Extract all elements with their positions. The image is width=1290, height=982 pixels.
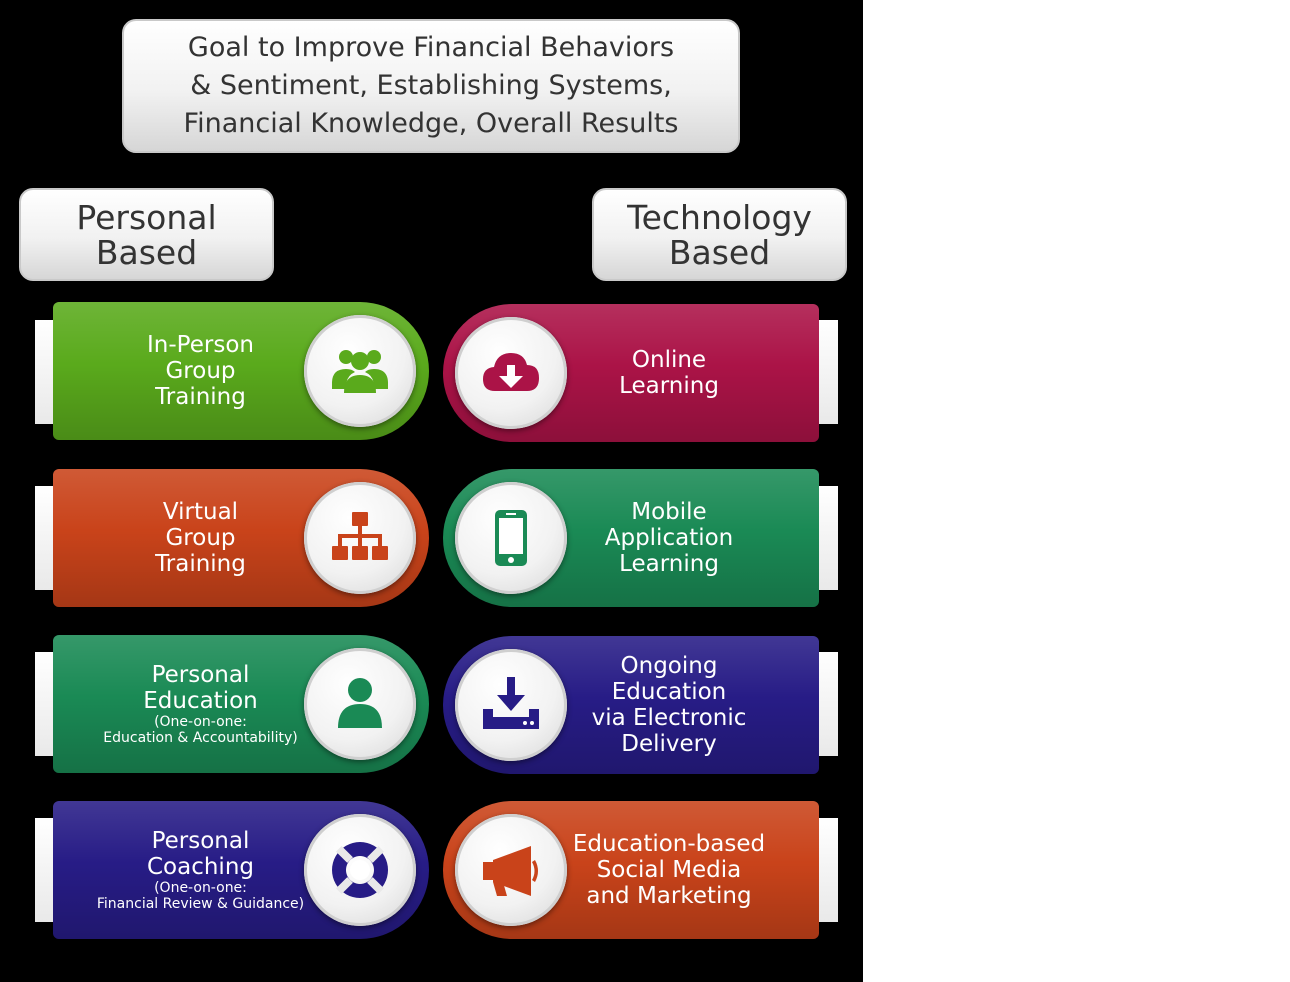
personal-item-label: In-Person Group Training	[78, 302, 323, 440]
network-icon	[304, 482, 416, 594]
item-title: Virtual Group Training	[155, 499, 246, 577]
person-icon	[304, 648, 416, 760]
group-icon	[304, 315, 416, 427]
item-title: Mobile Application Learning	[604, 499, 734, 577]
item-title: Personal Coaching	[146, 828, 254, 880]
goal-line-3: Financial Knowledge, Overall Results	[183, 108, 679, 139]
infographic-canvas: Goal to Improve Financial Behaviors & Se…	[0, 0, 863, 982]
inbox-download-icon	[455, 649, 567, 761]
item-title: In-Person Group Training	[147, 332, 254, 410]
item-subtitle: (One-on-one: Education & Accountability)	[103, 714, 298, 746]
technology-item-label: Education-based Social Media and Marketi…	[570, 801, 768, 939]
personal-item-label: Personal Coaching (One-on-one: Financial…	[78, 801, 323, 939]
goal-line-2: & Sentiment, Establishing Systems,	[190, 70, 672, 101]
technology-item-label: Online Learning	[570, 304, 768, 442]
technology-based-header: Technology Based	[592, 188, 847, 281]
item-title: Personal Education	[143, 662, 258, 714]
goal-line-1: Goal to Improve Financial Behaviors	[187, 32, 675, 63]
lifebuoy-icon	[304, 814, 416, 926]
technology-item-label: Ongoing Education via Electronic Deliver…	[570, 636, 768, 774]
mobile-phone-icon	[455, 482, 567, 594]
megaphone-icon	[455, 814, 567, 926]
cloud-download-icon	[455, 317, 567, 429]
personal-header-line-2: Based	[95, 232, 198, 272]
personal-header-line-1: Personal	[76, 197, 217, 237]
item-title: Ongoing Education via Electronic Deliver…	[591, 653, 747, 757]
personal-item-label: Virtual Group Training	[78, 469, 323, 607]
item-title: Online Learning	[619, 347, 719, 399]
goal-box: Goal to Improve Financial Behaviors & Se…	[122, 19, 740, 153]
personal-item-label: Personal Education (One-on-one: Educatio…	[78, 635, 323, 773]
item-title: Education-based Social Media and Marketi…	[572, 831, 766, 909]
personal-based-header: Personal Based	[19, 188, 274, 281]
technology-item-label: Mobile Application Learning	[570, 469, 768, 607]
technology-header-line-1: Technology	[627, 197, 812, 237]
item-subtitle: (One-on-one: Financial Review & Guidance…	[96, 880, 305, 912]
technology-header-line-2: Based	[668, 232, 771, 272]
